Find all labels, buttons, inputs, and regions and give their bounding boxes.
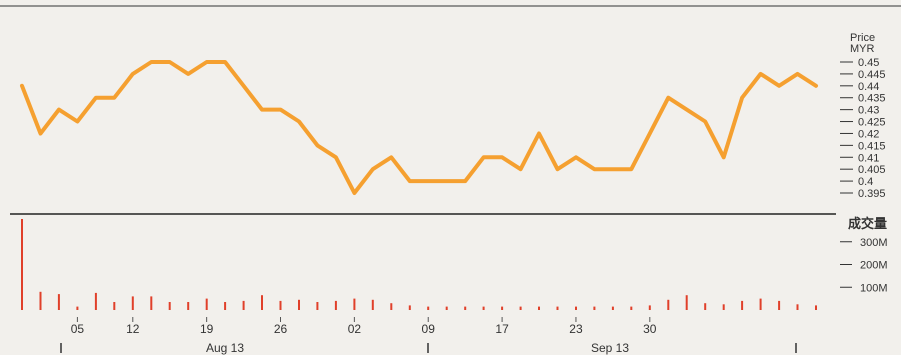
volume-bar <box>205 298 208 310</box>
price-y-axis: Price MYR 0.450.4450.440.4350.430.4250.4… <box>840 32 886 200</box>
volume-bar <box>408 305 411 310</box>
volume-bar <box>667 299 670 310</box>
volume-tick-label: 200M <box>860 260 888 272</box>
volume-bar <box>279 300 282 310</box>
volume-tick-label: 300M <box>860 237 888 249</box>
volume-bar <box>113 302 116 310</box>
price-panel: Price MYR 0.450.4450.440.4350.430.4250.4… <box>20 32 886 200</box>
volume-panel: 成交量 300M 200M 100M <box>21 216 888 310</box>
price-tick-label: 0.415 <box>858 140 886 152</box>
x-day-label: 19 <box>200 322 214 336</box>
volume-bar <box>575 306 577 310</box>
volume-bar <box>334 300 337 310</box>
volume-bar <box>445 306 448 310</box>
volume-bar <box>630 306 633 310</box>
volume-bar <box>759 298 762 310</box>
x-day-label: 26 <box>274 322 288 336</box>
volume-bar <box>482 306 485 310</box>
volume-bar <box>538 306 540 310</box>
volume-bar <box>556 306 559 310</box>
volume-bar <box>427 306 430 310</box>
volume-tick-label: 100M <box>860 282 888 294</box>
volume-bar <box>21 219 23 310</box>
volume-bar <box>464 306 467 310</box>
price-line <box>20 60 818 195</box>
price-tick-label: 0.43 <box>858 105 879 117</box>
volume-bar <box>39 291 42 310</box>
volume-bar <box>778 300 781 310</box>
volume-bar <box>815 305 817 310</box>
volume-bar <box>242 300 245 310</box>
price-tick-label: 0.405 <box>858 164 886 176</box>
x-month-label: Sep 13 <box>591 341 629 355</box>
volume-bar <box>76 306 79 310</box>
price-tick-label: 0.44 <box>858 81 879 93</box>
volume-bar <box>316 302 319 310</box>
price-tick-label: 0.425 <box>858 117 886 129</box>
price-tick-label: 0.445 <box>858 69 886 81</box>
x-day-label: 12 <box>126 322 140 336</box>
price-tick-label: 0.41 <box>858 152 879 164</box>
volume-bars <box>21 219 817 310</box>
volume-bar <box>390 303 393 310</box>
price-line-group <box>20 60 818 195</box>
x-axis: 05 12 19 26 02 09 17 23 30 Aug 13 Sep 13 <box>60 317 797 355</box>
volume-bar <box>741 300 744 310</box>
price-tick-label: 0.42 <box>858 128 879 140</box>
x-day-label: 09 <box>422 322 436 336</box>
x-day-label: 05 <box>71 322 85 336</box>
volume-bar <box>648 305 651 310</box>
volume-y-axis: 300M 200M 100M <box>840 237 888 294</box>
volume-bar <box>150 296 153 310</box>
volume-axis-title: 成交量 <box>848 216 887 231</box>
volume-bar <box>168 302 171 310</box>
volume-bar <box>722 304 725 310</box>
volume-bar <box>353 298 356 310</box>
volume-bar <box>796 304 799 310</box>
price-tick-label: 0.395 <box>858 188 886 200</box>
volume-bar <box>261 295 263 310</box>
price-tick-label: 0.4 <box>858 176 873 188</box>
x-day-label: 30 <box>643 322 657 336</box>
volume-bar <box>224 302 227 310</box>
volume-bar <box>187 302 190 310</box>
volume-bar <box>519 306 522 310</box>
volume-bar <box>611 306 614 310</box>
x-day-label: 17 <box>495 322 509 336</box>
volume-bar <box>131 296 134 310</box>
price-axis-title: Price <box>850 32 875 44</box>
volume-bar <box>593 306 596 310</box>
volume-bar <box>298 299 300 310</box>
price-axis-unit: MYR <box>850 43 875 55</box>
volume-bar <box>704 303 707 310</box>
price-tick-label: 0.45 <box>858 57 879 69</box>
volume-bar <box>685 295 688 310</box>
price-tick-label: 0.435 <box>858 93 886 105</box>
volume-bar <box>57 294 60 310</box>
x-day-label: 23 <box>569 322 583 336</box>
volume-bar <box>94 292 97 310</box>
x-day-label: 02 <box>348 322 362 336</box>
volume-bar <box>371 299 374 310</box>
x-month-label: Aug 13 <box>206 341 244 355</box>
volume-bar <box>501 306 504 310</box>
